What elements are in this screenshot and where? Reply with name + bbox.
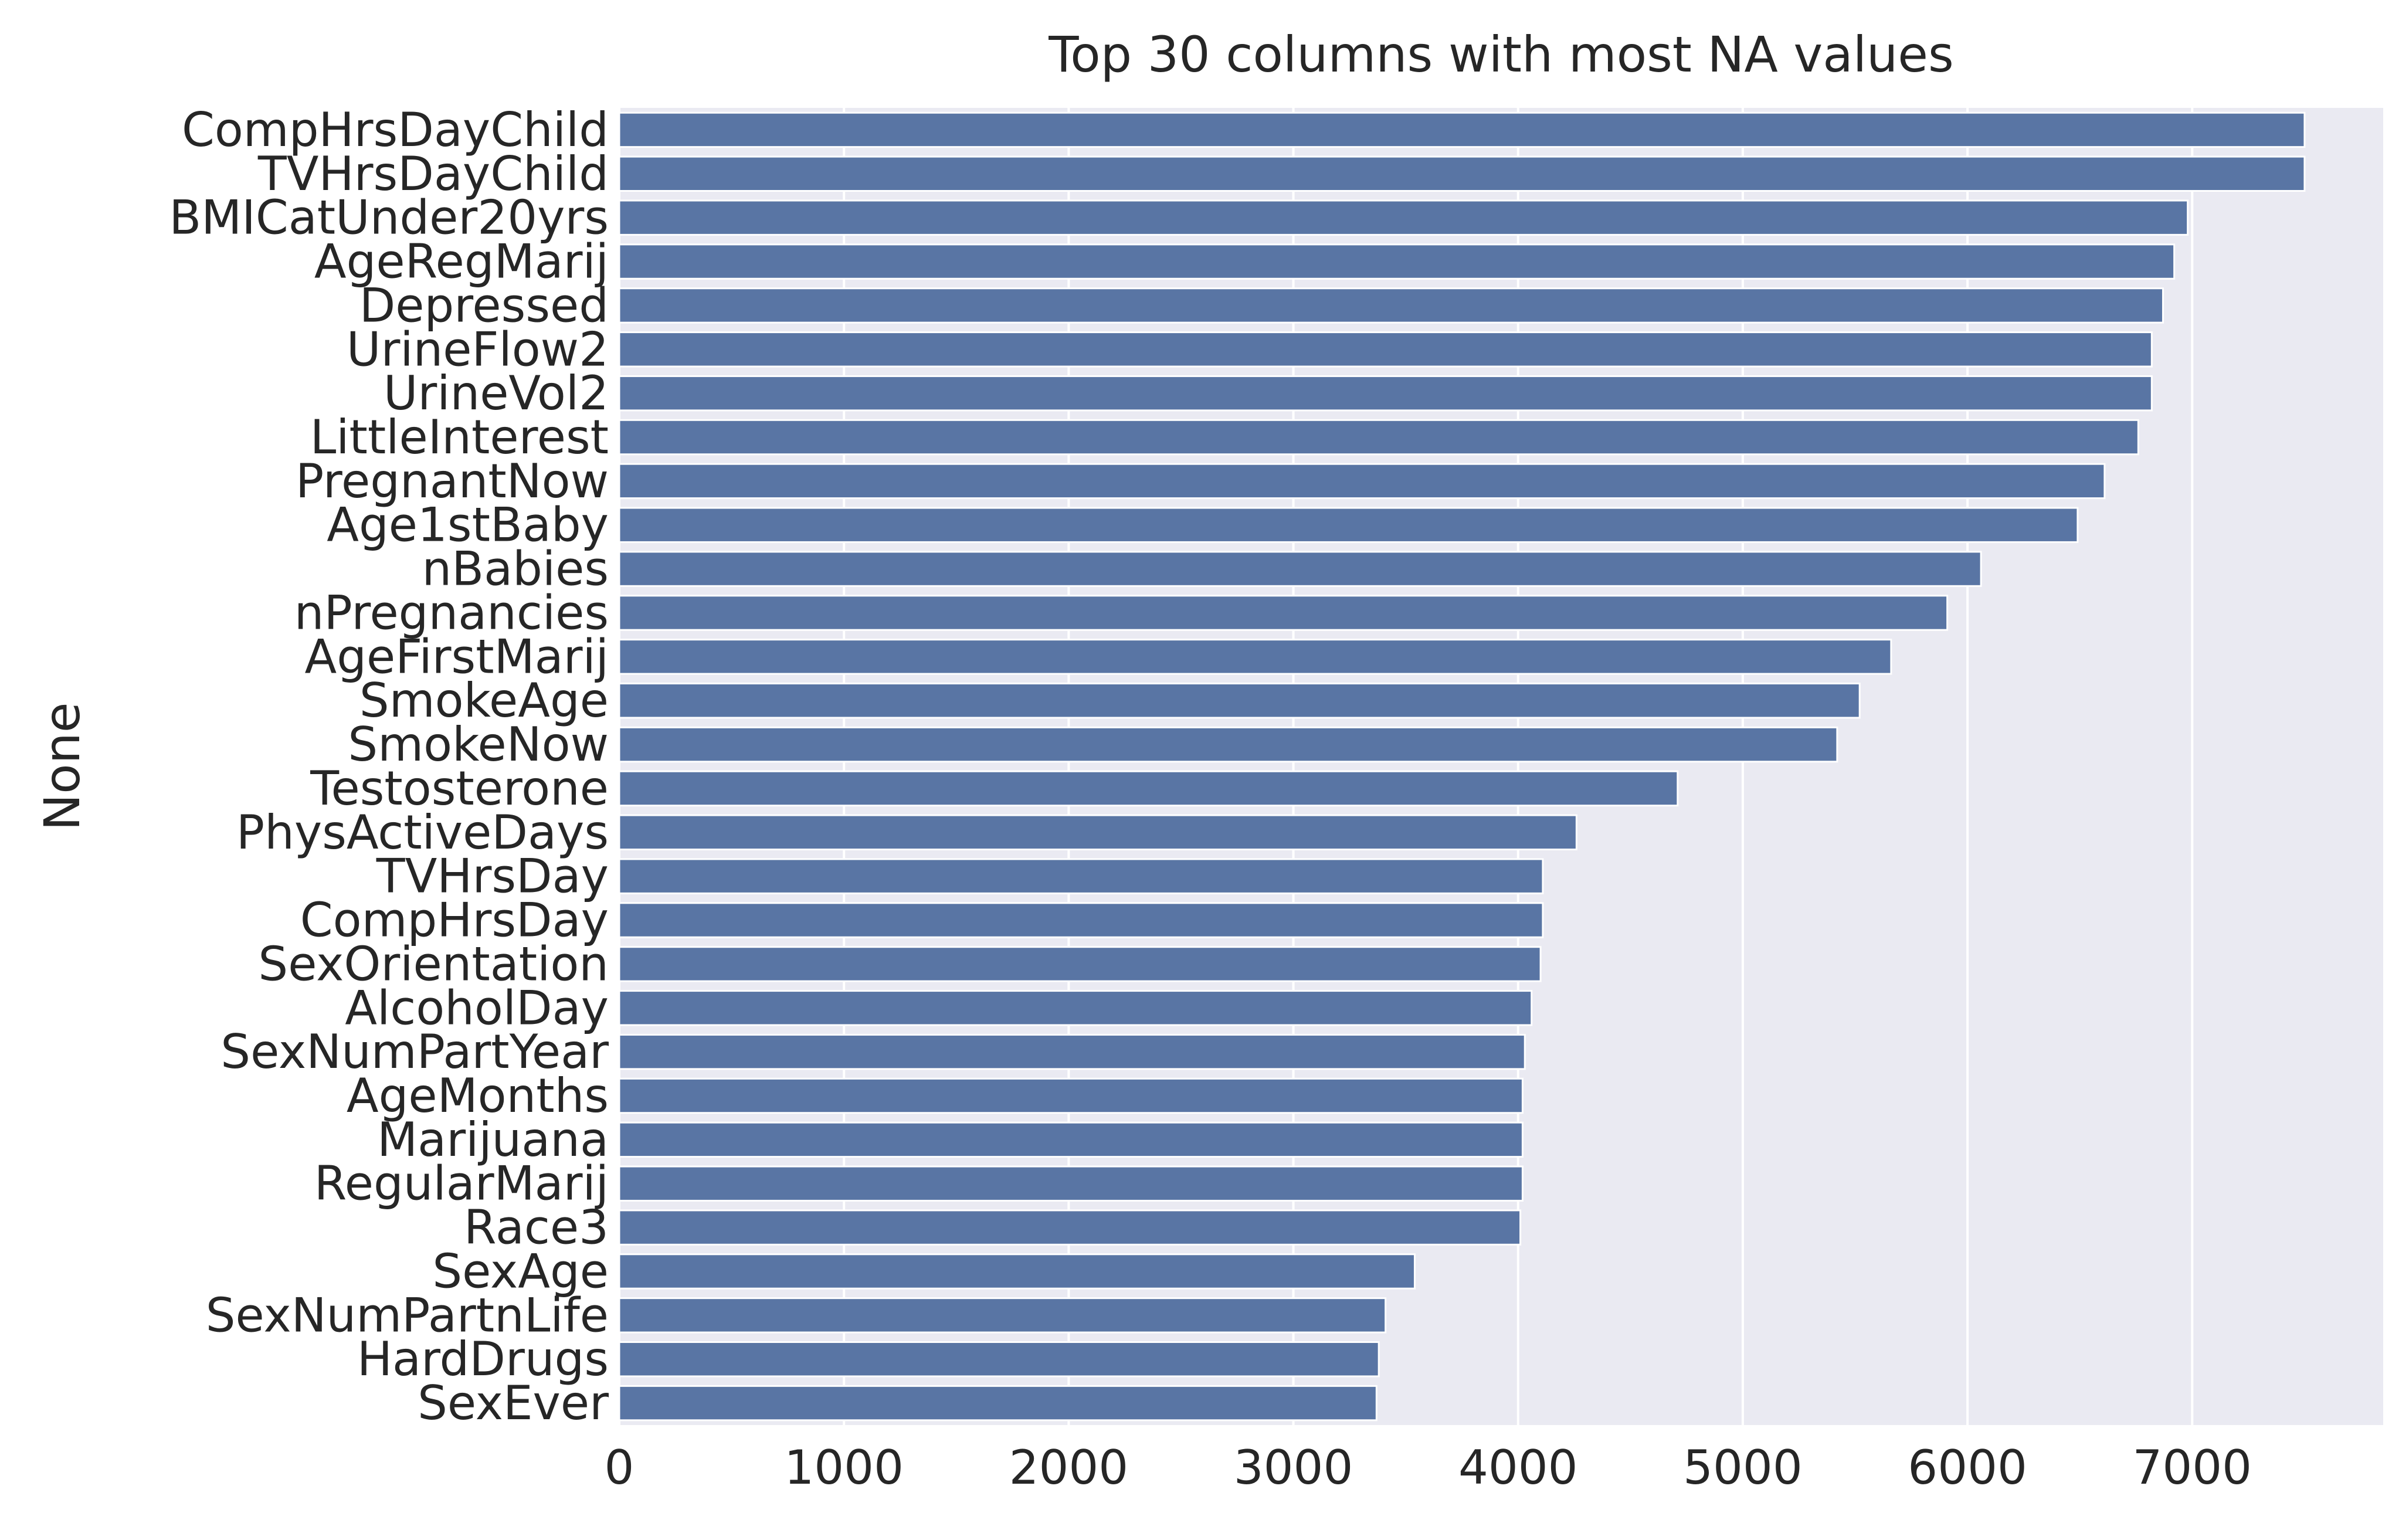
- y-tick-label: Race3: [464, 1200, 609, 1255]
- y-tick-label: SexOrientation: [258, 937, 609, 991]
- y-tick-label: SmokeNow: [348, 717, 609, 772]
- y-tick-label: Testosterone: [310, 761, 609, 816]
- y-tick-label: CompHrsDay: [300, 893, 609, 948]
- x-tick-labels: 0 1000 2000 3000 4000 5000 6000 7000: [605, 1440, 2252, 1495]
- y-axis-label: None: [33, 702, 91, 830]
- chart-title: Top 30 columns with most NA values: [1048, 26, 1953, 83]
- y-tick-label: Age1stBaby: [327, 498, 609, 552]
- x-tick-label: 4000: [1458, 1440, 1578, 1495]
- bar-TVHrsDay: [618, 858, 1544, 894]
- y-tick-label: PhysActiveDays: [236, 805, 609, 860]
- y-tick-label: Marijuana: [377, 1112, 609, 1167]
- bar-SexNumPartnLife: [618, 1297, 1387, 1334]
- bar-AgeFirstMarij: [618, 639, 1892, 675]
- bar-CompHrsDay: [618, 902, 1544, 938]
- y-tick-label: AgeRegMarij: [314, 235, 609, 289]
- y-tick-label: SexAge: [432, 1244, 609, 1298]
- y-tick-label: UrineVol2: [384, 366, 609, 420]
- y-tick-label: SexNumPartYear: [220, 1025, 609, 1079]
- bar-Depressed: [618, 287, 2164, 324]
- bar-AlcoholDay: [618, 990, 1533, 1026]
- bar-SmokeAge: [618, 683, 1861, 719]
- bar-UrineFlow2: [618, 331, 2153, 368]
- bar-AgeRegMarij: [618, 243, 2176, 280]
- y-tick-label: UrineFlow2: [347, 322, 609, 376]
- bar-SexNumPartYear: [618, 1033, 1526, 1070]
- y-tick-label: RegularMarij: [314, 1156, 609, 1211]
- bar-nBabies: [618, 551, 1982, 587]
- plot-background: [619, 108, 2383, 1425]
- bar-TVHrsDayChild: [618, 155, 2306, 192]
- bar-PregnantNow: [618, 463, 2106, 500]
- x-tick-label: 7000: [2132, 1440, 2252, 1495]
- y-tick-label: SmokeAge: [359, 673, 609, 728]
- grid-lines: [618, 108, 2194, 1425]
- bar-AgeMonths: [618, 1077, 1524, 1114]
- bar-UrineVol2: [618, 375, 2153, 412]
- bar-Race3: [618, 1209, 1522, 1246]
- y-tick-label: TVHrsDay: [376, 849, 609, 904]
- bar-Testosterone: [618, 770, 1679, 807]
- x-tick-label: 1000: [784, 1440, 904, 1495]
- x-tick-label: 2000: [1009, 1440, 1129, 1495]
- y-tick-label: PregnantNow: [296, 454, 609, 508]
- bar-PhysActiveDays: [618, 814, 1577, 850]
- y-tick-label: SexNumPartnLife: [206, 1288, 609, 1342]
- y-tick-label: BMICatUnder20yrs: [169, 191, 609, 245]
- bars: [618, 111, 2306, 1422]
- bar-SmokeNow: [618, 726, 1838, 763]
- x-tick-label: 5000: [1683, 1440, 1803, 1495]
- x-tick-label: 6000: [1908, 1440, 2027, 1495]
- bar-SexEver: [618, 1385, 1377, 1422]
- bar-LittleInterest: [618, 419, 2139, 456]
- y-tick-labels: CompHrsDayChildTVHrsDayChildBMICatUnder2…: [169, 103, 609, 1430]
- x-tick-label: 0: [605, 1440, 635, 1495]
- bar-Marijuana: [618, 1121, 1524, 1158]
- bar-BMICatUnder20yrs: [618, 199, 2189, 236]
- bar-RegularMarij: [618, 1165, 1524, 1202]
- bar-SexAge: [618, 1253, 1416, 1290]
- y-tick-label: TVHrsDayChild: [257, 147, 609, 201]
- y-tick-label: CompHrsDayChild: [182, 103, 609, 157]
- x-tick-label: 3000: [1234, 1440, 1353, 1495]
- y-tick-label: HardDrugs: [357, 1332, 609, 1386]
- y-tick-label: LittleInterest: [310, 410, 609, 464]
- bar-SexOrientation: [618, 946, 1542, 982]
- y-tick-label: AgeFirstMarij: [305, 629, 609, 684]
- y-tick-label: nBabies: [422, 542, 609, 596]
- bar-CompHrsDayChild: [618, 111, 2306, 148]
- bar-Age1stBaby: [618, 507, 2079, 543]
- y-tick-label: AgeMonths: [347, 1068, 609, 1123]
- y-tick-label: Depressed: [359, 278, 609, 333]
- bar-HardDrugs: [618, 1341, 1380, 1378]
- y-tick-label: SexEver: [418, 1376, 609, 1430]
- y-tick-label: nPregnancies: [294, 585, 609, 640]
- y-tick-label: AlcoholDay: [345, 981, 609, 1035]
- bar-nPregnancies: [618, 595, 1949, 631]
